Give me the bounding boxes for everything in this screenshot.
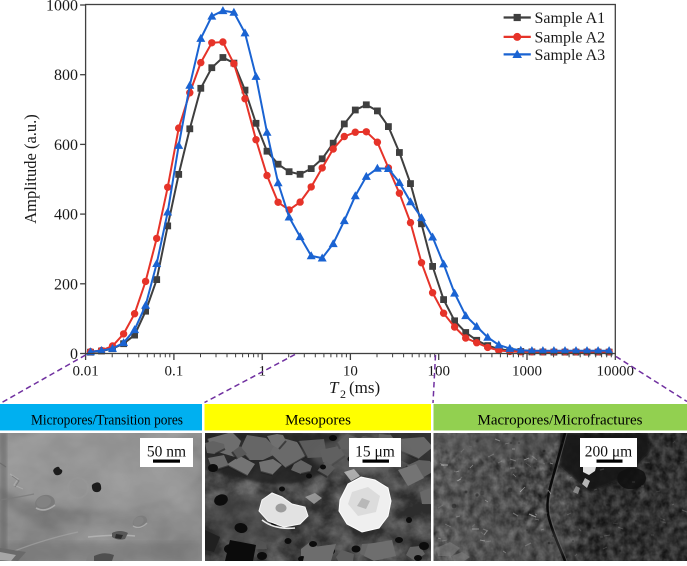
svg-text:(ms): (ms)	[349, 378, 380, 397]
svg-text:Amplitude (a.u.): Amplitude (a.u.)	[21, 114, 40, 224]
svg-text:2: 2	[340, 387, 346, 401]
svg-text:Sample A3: Sample A3	[535, 47, 606, 64]
svg-text:50 nm: 50 nm	[147, 444, 186, 461]
svg-text:Mesopores: Mesopores	[285, 413, 351, 429]
svg-text:400: 400	[54, 207, 78, 224]
svg-text:0.01: 0.01	[72, 364, 98, 380]
svg-text:10000: 10000	[597, 364, 635, 380]
svg-text:T: T	[329, 378, 340, 397]
svg-text:600: 600	[54, 137, 78, 154]
svg-text:Sample A1: Sample A1	[535, 10, 606, 27]
svg-text:Macropores/Microfractures: Macropores/Microfractures	[478, 413, 643, 429]
svg-text:100: 100	[427, 364, 450, 380]
svg-text:Micropores/Transition pores: Micropores/Transition pores	[31, 413, 183, 429]
svg-text:1000: 1000	[46, 0, 78, 15]
svg-text:0.1: 0.1	[165, 364, 184, 380]
svg-text:Sample A2: Sample A2	[535, 29, 606, 46]
svg-text:200 μm: 200 μm	[585, 444, 633, 461]
svg-text:200: 200	[54, 276, 78, 293]
svg-text:1000: 1000	[512, 364, 542, 380]
svg-text:15 μm: 15 μm	[355, 444, 395, 461]
svg-text:800: 800	[54, 67, 78, 84]
